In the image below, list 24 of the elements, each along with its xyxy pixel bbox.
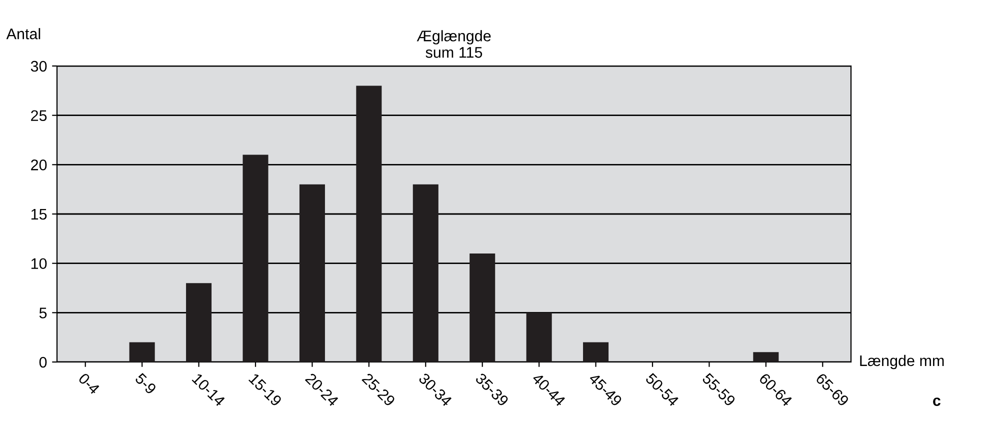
- bar: [242, 154, 268, 362]
- bar: [583, 342, 609, 362]
- x-axis-title: Længde mm: [860, 354, 944, 370]
- bar: [129, 342, 155, 362]
- chart-subtitle: sum 115: [426, 47, 482, 58]
- y-tick-label: 15: [31, 209, 47, 220]
- y-tick-label: 10: [31, 258, 47, 270]
- y-tick-label: 5: [39, 308, 47, 318]
- text: c: [933, 398, 940, 406]
- y-tick-label: 20: [31, 160, 47, 170]
- bar: [526, 312, 552, 362]
- x-tick-label: 0-4: [78, 372, 100, 395]
- x-tick-label: 5-9: [134, 372, 157, 395]
- y-axis-title: Antal: [6, 28, 40, 40]
- chart-title: Æglængde: [416, 30, 491, 44]
- bar: [412, 184, 438, 362]
- bar: [299, 184, 325, 362]
- bar: [186, 283, 212, 362]
- y-tick-label: 30: [30, 60, 47, 72]
- bar: [356, 86, 382, 362]
- bar: [470, 253, 496, 362]
- y-tick-label: 0: [39, 356, 47, 368]
- y-tick-label: 25: [31, 110, 47, 122]
- bar: [753, 352, 779, 362]
